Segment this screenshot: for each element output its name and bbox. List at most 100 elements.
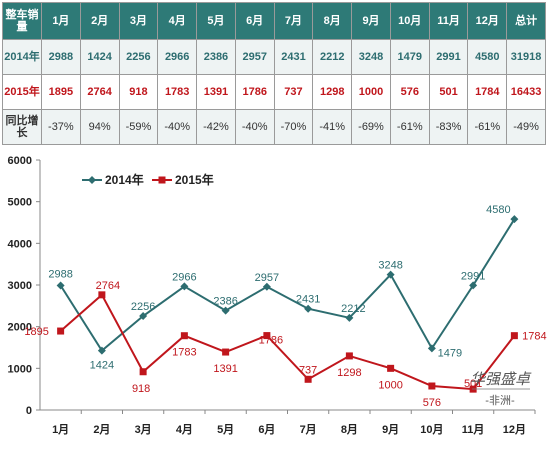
- table-cell: 1783: [157, 74, 198, 110]
- x-tick-label: 12月: [503, 423, 526, 436]
- table-cell: 1895: [41, 74, 81, 110]
- table-cell: 2256: [118, 39, 159, 75]
- data-point-marker: [387, 364, 395, 372]
- data-label: 1784: [522, 331, 546, 343]
- series-line-0: [59, 218, 516, 353]
- data-label: 737: [299, 364, 317, 376]
- y-tick-label: 2000: [8, 322, 32, 334]
- table-cell: -61%: [467, 109, 508, 145]
- data-point-marker: [510, 332, 518, 340]
- data-label: 2431: [296, 294, 320, 306]
- data-point-marker: [139, 312, 148, 320]
- table-cell: -61%: [389, 109, 430, 145]
- legend-marker: [158, 176, 166, 184]
- table-cell: 1424: [79, 39, 120, 75]
- x-tick-label: 8月: [341, 423, 358, 436]
- data-point-marker: [97, 346, 106, 355]
- table-cell: 1784: [467, 74, 508, 110]
- table-cell: -40%: [234, 109, 275, 145]
- data-label: 2966: [172, 271, 196, 283]
- table-row: 同比增长 -37% 94% -59% -40% -42% -40% -70% -41% -69% -…: [2, 109, 546, 145]
- table-cell: 2988: [41, 39, 81, 75]
- table-cell: 576: [389, 74, 430, 110]
- data-label: 2256: [131, 301, 155, 313]
- table-cell: 1391: [196, 74, 236, 110]
- table-row-label: 2014年: [2, 39, 42, 75]
- table-cell: -70%: [273, 109, 314, 145]
- data-label: 2212: [341, 303, 365, 315]
- data-label: 1783: [172, 347, 196, 359]
- legend-marker: [88, 176, 96, 184]
- data-label: 1895: [24, 326, 48, 338]
- legend-label: 2015年: [175, 172, 214, 187]
- data-point-marker: [262, 282, 271, 291]
- table-cell: 94%: [79, 109, 120, 145]
- table-cell: 918: [118, 74, 159, 110]
- table-cell: 1298: [312, 74, 353, 110]
- table-header-month: 5月: [196, 2, 236, 40]
- table-cell-total: 16433: [506, 74, 546, 110]
- x-tick-label: 9月: [382, 423, 399, 436]
- x-tick-label: 2月: [93, 423, 110, 436]
- watermark-logo-text: 华强盛卓: [470, 370, 532, 388]
- table-header-month: 1月: [41, 2, 81, 40]
- y-tick-label: 0: [26, 405, 32, 417]
- y-tick-label: 1000: [8, 363, 32, 375]
- table-cell-total: 31918: [506, 39, 546, 75]
- data-label: 501: [464, 378, 482, 390]
- data-point-marker: [263, 332, 271, 340]
- data-label: 2988: [48, 269, 72, 281]
- sales-table: 整车销量 1月 2月 3月 4月 5月 6月 7月 8月 9月 10月 11月 12月 总计 2014年…: [2, 2, 546, 145]
- watermark-sub-text: -非洲-: [485, 394, 515, 407]
- table-cell: -40%: [157, 109, 198, 145]
- table-row: 2014年 2988 1424 2256 2966 2386 2957 2431 2212 324…: [2, 39, 546, 75]
- table-cell: 2386: [196, 39, 236, 75]
- table-row: 2015年 1895 2764 918 1783 1391 1786 737 1298 1000 5…: [2, 74, 546, 110]
- x-tick-label: 10月: [420, 423, 443, 436]
- data-point-marker: [180, 282, 189, 291]
- table-header-month: 12月: [467, 2, 508, 40]
- table-cell: 2212: [312, 39, 353, 75]
- table-header-month: 7月: [273, 2, 314, 40]
- table-header-month: 2月: [79, 2, 120, 40]
- y-tick-label: 4000: [8, 238, 32, 250]
- table-cell-total: -49%: [506, 109, 546, 145]
- data-point-marker: [221, 306, 230, 315]
- table-cell: 501: [428, 74, 469, 110]
- x-tick-label: 6月: [258, 423, 275, 436]
- data-label: 1786: [259, 335, 283, 347]
- table-cell: 737: [273, 74, 314, 110]
- table-header-month: 6月: [234, 2, 275, 40]
- table-cell: 2957: [234, 39, 275, 75]
- table-cell: 4580: [467, 39, 508, 75]
- data-point-marker: [345, 313, 354, 322]
- x-tick-label: 7月: [300, 423, 317, 436]
- data-point-marker: [222, 348, 230, 356]
- data-label: 2957: [255, 272, 279, 284]
- data-point-marker: [180, 332, 188, 340]
- table-cell: 2764: [79, 74, 120, 110]
- data-point-marker: [345, 352, 353, 360]
- table-cell: 2431: [273, 39, 314, 75]
- data-point-marker: [469, 281, 478, 290]
- x-tick-label: 11月: [462, 423, 485, 436]
- data-label: 2386: [213, 296, 237, 308]
- data-label: 576: [423, 397, 441, 409]
- data-label: 1000: [378, 379, 402, 391]
- table-header-month: 11月: [428, 2, 469, 40]
- data-point-marker: [56, 281, 65, 290]
- table-header-row: 整车销量 1月 2月 3月 4月 5月 6月 7月 8月 9月 10月 11月 12月 总计: [2, 2, 546, 40]
- y-tick-label: 3000: [8, 280, 32, 292]
- table-cell: -41%: [312, 109, 353, 145]
- sales-line-chart: 0 1000 2000 3000 4000 5000 6000 1月 2月 3月 4月 5月 6月 7月 8…: [8, 155, 547, 436]
- data-point-marker: [139, 368, 147, 376]
- x-tick-label: 4月: [176, 423, 193, 436]
- table-cell: -59%: [118, 109, 159, 145]
- table-header-total: 总计: [506, 2, 546, 40]
- table-header-month: 4月: [157, 2, 198, 40]
- y-tick-label: 6000: [8, 155, 32, 167]
- y-tick-label: 5000: [8, 197, 32, 209]
- data-label: 918: [132, 383, 150, 395]
- table-cell: 1786: [234, 74, 275, 110]
- data-point-marker: [304, 375, 312, 383]
